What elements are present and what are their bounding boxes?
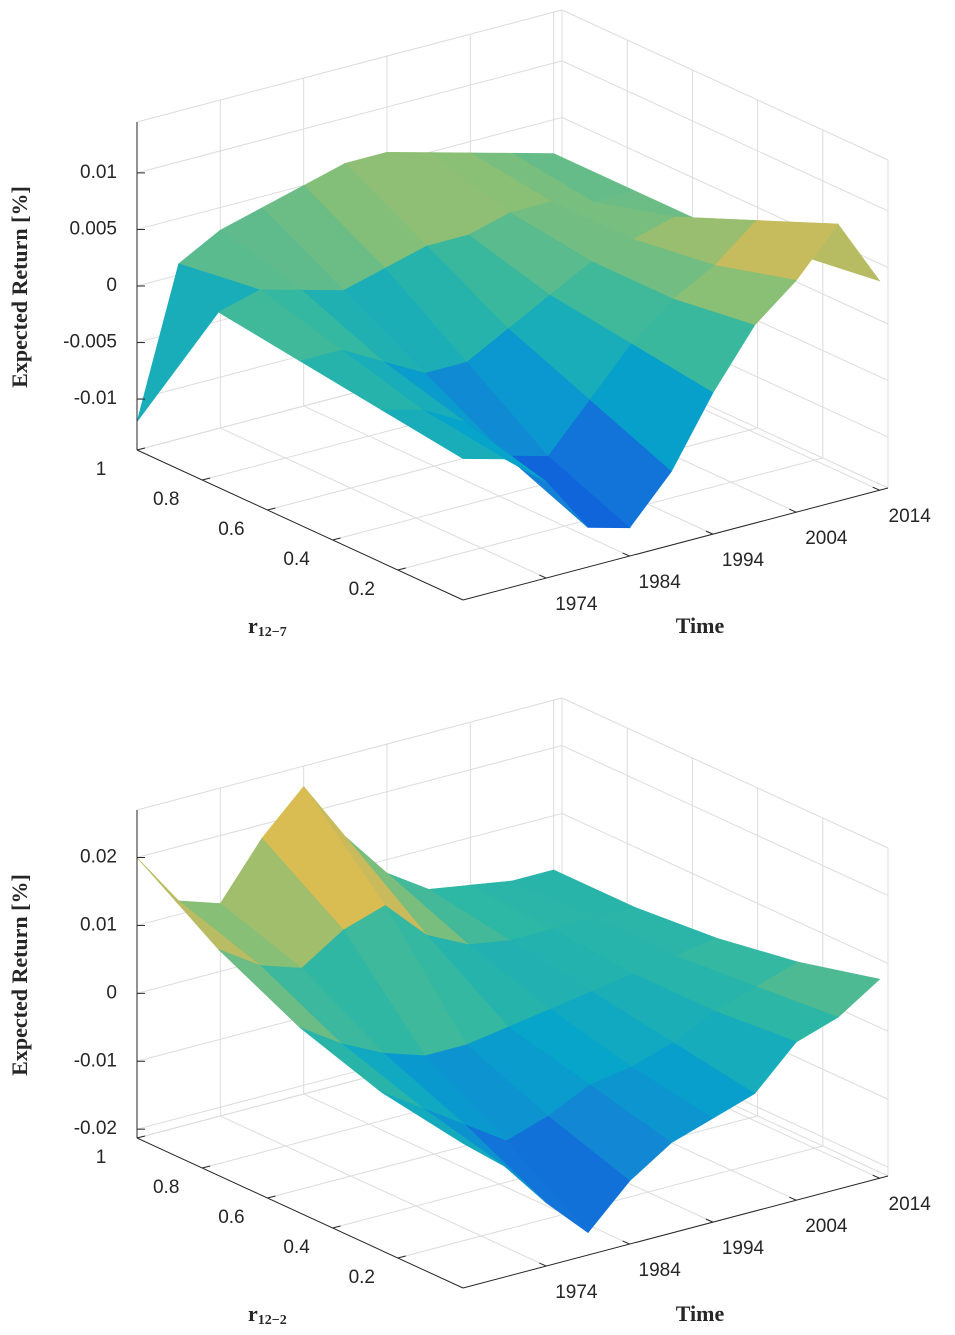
grid-line <box>561 60 889 212</box>
y-tick-label: 0.2 <box>349 1267 375 1288</box>
y-axis-label: r12−7 <box>248 613 287 640</box>
y-tick-label: 0.4 <box>283 1237 310 1258</box>
x-tick <box>872 1174 880 1179</box>
z-tick-label: -0.01 <box>74 1050 117 1071</box>
surface-patch <box>381 1091 505 1167</box>
x-axis-label: Time <box>676 613 725 638</box>
y-tick-label: 1 <box>96 1147 107 1168</box>
y-tick <box>332 1225 341 1229</box>
y-tick-label: 0.8 <box>153 1177 179 1198</box>
y-tick-label: 1 <box>96 459 107 480</box>
x-tick-label: 2014 <box>889 506 932 527</box>
x-tick-label: 1994 <box>722 1238 765 1259</box>
x-axis-label: Time <box>676 1301 725 1326</box>
z-tick-label: 0.01 <box>80 162 117 183</box>
z-tick-label: 0.005 <box>69 218 117 239</box>
x-tick-label: 1994 <box>722 550 765 571</box>
grid-line <box>220 427 547 579</box>
z-tick-label: 0.01 <box>80 914 117 935</box>
y-tick <box>202 1165 211 1169</box>
grid-line <box>561 812 889 964</box>
y-tick-label: 0.2 <box>349 579 375 600</box>
y-tick <box>397 1255 406 1259</box>
y-axis-label-sub: 12−2 <box>258 1313 287 1328</box>
z-tick-label: 0 <box>106 982 117 1003</box>
x-tick-label: 2004 <box>805 528 848 549</box>
box-edge <box>136 9 563 123</box>
z-tick-label: 0 <box>106 275 117 296</box>
x-tick <box>622 1240 630 1245</box>
y-tick-label: 0.8 <box>153 489 179 510</box>
y-tick-label: 0.6 <box>218 519 244 540</box>
z-tick-label: 0.02 <box>80 847 117 868</box>
y-tick <box>267 1195 276 1199</box>
y-tick-label: 0.4 <box>283 549 310 570</box>
y-axis-label-base: r <box>248 1301 258 1326</box>
x-axis <box>462 1175 889 1289</box>
y-tick-label: 0.6 <box>218 1207 244 1228</box>
y-tick <box>136 447 146 451</box>
y-axis-label-base: r <box>248 613 258 638</box>
y-tick <box>267 507 276 511</box>
grid-line <box>136 745 563 859</box>
x-tick <box>705 1218 714 1223</box>
y-axis <box>136 1137 464 1289</box>
box-edge <box>561 697 889 849</box>
y-axis <box>136 449 464 601</box>
x-tick-label: 1984 <box>639 572 682 593</box>
x-tick-label: 2014 <box>889 1194 932 1215</box>
z-axis-label: Expected Return [%] <box>7 186 32 388</box>
x-tick <box>872 486 880 491</box>
y-tick <box>332 537 341 541</box>
z-tick-label: -0.01 <box>74 388 117 409</box>
surface-patch <box>380 409 506 460</box>
z-tick-label: -0.02 <box>74 1118 117 1139</box>
x-tick <box>789 508 797 513</box>
x-tick <box>705 530 714 535</box>
x-tick <box>789 1196 797 1201</box>
grid-line <box>561 745 889 896</box>
y-tick <box>202 477 211 481</box>
box-edge <box>561 9 889 161</box>
x-tick-label: 1974 <box>555 594 598 615</box>
y-tick <box>136 1135 146 1139</box>
grid-line <box>303 405 630 557</box>
x-tick-label: 1974 <box>555 1282 598 1303</box>
x-tick-label: 1984 <box>639 1260 682 1281</box>
x-axis <box>462 487 889 601</box>
surface-patch <box>136 263 261 422</box>
grid-line <box>220 1115 547 1267</box>
x-tick-label: 2004 <box>805 1216 848 1237</box>
box-edge <box>136 697 563 811</box>
grid-line <box>136 60 563 174</box>
z-axis-label: Expected Return [%] <box>7 874 32 1076</box>
x-tick <box>539 574 547 579</box>
x-tick <box>622 552 630 557</box>
y-axis-label: r12−2 <box>248 1301 287 1328</box>
z-tick-label: -0.005 <box>63 332 117 353</box>
y-axis-label-sub: 12−7 <box>258 625 287 640</box>
y-tick <box>397 567 406 571</box>
x-tick <box>539 1262 547 1267</box>
